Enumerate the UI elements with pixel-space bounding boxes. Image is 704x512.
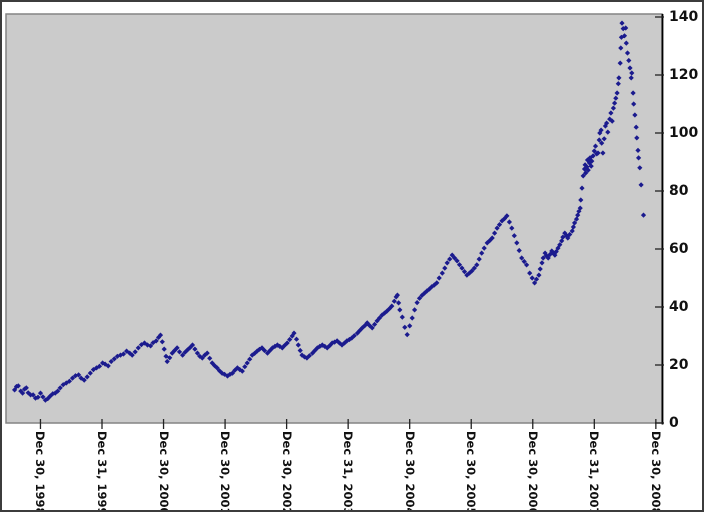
y-tick-label: 60: [669, 241, 689, 257]
y-tick-label: 100: [669, 125, 699, 141]
x-tick-label: Dec 30, 1998: [33, 431, 48, 512]
x-tick-label: Dec 30, 2005: [464, 431, 479, 512]
x-tick-label: Dec 31, 1999: [95, 431, 109, 512]
x-tick-label: Dec 31, 2007: [587, 431, 602, 512]
y-tick-label: 140: [669, 9, 699, 25]
x-tick-label: Dec 30, 2001: [218, 431, 233, 512]
x-tick-label: Dec 30, 2006: [525, 431, 540, 512]
x-tick-label: Dec 31, 2003: [341, 431, 356, 512]
y-tick-label: 40: [669, 299, 689, 315]
plot-background: [5, 13, 663, 424]
x-tick-label: Dec 30, 2000: [156, 431, 171, 512]
x-tick-label: Dec 30, 2002: [279, 431, 294, 512]
x-tick-label: Dec 30, 2008: [648, 431, 663, 512]
x-tick-label: Dec 30, 2004: [402, 431, 417, 512]
y-tick-label: 0: [669, 415, 679, 431]
y-tick-label: 80: [669, 183, 689, 199]
y-tick-label: 120: [669, 67, 699, 83]
y-tick-label: 20: [669, 357, 689, 373]
